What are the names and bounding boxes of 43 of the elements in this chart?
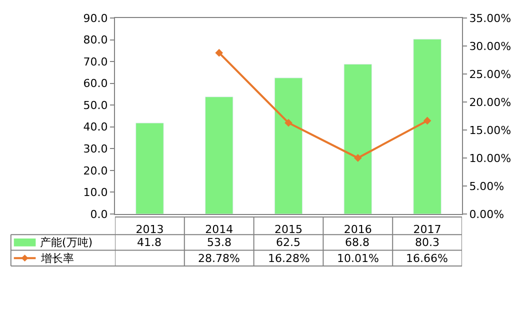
data-label: 80.3 bbox=[415, 236, 440, 249]
y-tick-label: 50.0 bbox=[83, 98, 108, 112]
y2-tick-label: 25.00% bbox=[469, 68, 512, 81]
data-label: 16.66% bbox=[406, 252, 448, 265]
y2-tick-label: 20.00% bbox=[469, 96, 512, 109]
data-label: 28.78% bbox=[198, 252, 240, 265]
point bbox=[354, 154, 362, 162]
point bbox=[284, 118, 292, 127]
y-tick-label: 80.0 bbox=[83, 34, 108, 47]
data-label: 62.5 bbox=[276, 236, 300, 249]
bar bbox=[274, 78, 303, 214]
data-label: 10.01% bbox=[337, 252, 379, 265]
x-tick-label: 2013 bbox=[136, 223, 164, 236]
point bbox=[215, 48, 223, 57]
data-label: 16.28% bbox=[268, 252, 310, 265]
y2-tick-label: 15.00% bbox=[469, 124, 512, 137]
legend-label: 增长率 bbox=[40, 252, 74, 265]
point bbox=[423, 116, 432, 125]
y-tick-label: 0.0 bbox=[90, 208, 108, 221]
bar bbox=[413, 38, 442, 214]
y-tick-label: 40.0 bbox=[83, 120, 108, 134]
x-tick-label: 2016 bbox=[344, 223, 372, 236]
x-tick-label: 2017 bbox=[413, 223, 442, 236]
y-tick-label: 20.0 bbox=[83, 164, 108, 178]
y2-tick-label: 10.00% bbox=[469, 152, 512, 165]
y-tick-label: 10.0 bbox=[83, 186, 108, 200]
legend-label: 产能(万吨) bbox=[40, 236, 93, 249]
y2-tick-label: 5.00% bbox=[469, 180, 504, 193]
data-label: 68.8 bbox=[345, 236, 370, 249]
bar bbox=[344, 64, 372, 214]
x-tick-label: 2014 bbox=[205, 223, 234, 236]
y2-tick-label: 30.00% bbox=[469, 40, 512, 53]
y-tick-label: 70.0 bbox=[83, 55, 108, 68]
bar bbox=[204, 96, 234, 214]
y-tick-label: 90.0 bbox=[83, 12, 108, 25]
x-tick-label: 2015 bbox=[274, 223, 302, 236]
data-label: 53.8 bbox=[207, 236, 232, 249]
y2-tick-label: 0.00% bbox=[469, 208, 504, 221]
y-tick-label: 30.0 bbox=[83, 142, 108, 156]
y-tick-label: 60.0 bbox=[83, 77, 108, 90]
data-label: 41.8 bbox=[137, 236, 162, 249]
y2-tick-label: 35.00% bbox=[469, 12, 512, 25]
bar bbox=[136, 122, 164, 214]
